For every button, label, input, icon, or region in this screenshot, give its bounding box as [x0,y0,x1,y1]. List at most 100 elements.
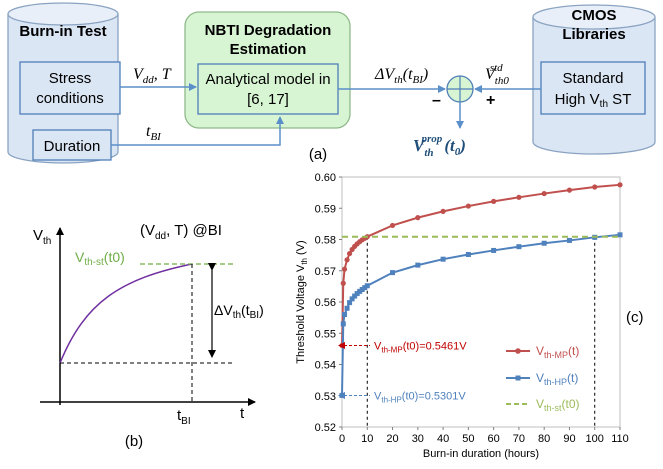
c-point-1 [344,305,350,311]
c-point-1 [357,288,363,294]
c-point-1 [491,247,497,253]
duration-to-model-arrow [111,116,284,146]
c-legend-marker [515,375,521,381]
c-y-tick-label: 0.53 [315,391,336,403]
standard-st-box [540,61,646,115]
c-point-1 [390,270,396,276]
c-point-1 [342,312,348,317]
c-x-tick-label: 0 [339,433,345,445]
c-point-1 [516,244,522,250]
caption-a: (a) [309,146,327,163]
c-point-0 [346,250,353,257]
c-x-tick-label: 60 [488,433,500,445]
c-point-1 [566,237,572,243]
c-x-tick-label: 100 [586,433,604,445]
st-line1: Standard [563,70,624,87]
c-x-tick-label: 80 [538,433,550,445]
model-line1: Analytical model in [205,71,330,88]
c-x-axis-label: Burn-in duration (hours) [423,448,539,460]
caption-c: (c) [626,309,644,326]
c-point-0 [389,222,396,229]
vdd-t-label: Vdd, T [133,66,172,86]
c-legend-marker [515,348,521,354]
c-point-0 [440,208,446,214]
c-point-1 [340,321,346,327]
c-legend-label: Vth-HP(t) [536,371,578,387]
stress-line2: conditions [36,90,104,107]
b-delta-label: ΔVth(tBI) [214,302,264,321]
c-point-1 [440,256,446,262]
b-vth-st-label: Vth-st(t0) [75,249,125,268]
c-point-0 [344,257,350,263]
c-point-1 [362,285,368,291]
nbti-title-line2: Estimation [230,41,307,58]
b-vth-curve [59,263,193,364]
cmos-title-line2: Libraries [562,26,625,43]
c-y-tick-label: 0.52 [315,422,336,434]
c-point-0 [592,184,598,190]
b-y-axis-label: Vth [33,227,51,247]
c-y-tick-label: 0.56 [315,297,336,309]
c-plot-area [341,176,621,428]
c-x-tick-label: 90 [563,433,575,445]
st-line2: High Vth ST [555,91,632,110]
c-x-tick-label: 50 [462,433,474,445]
nbti-title-line1: NBTI Degradation [205,22,332,39]
c-point-1 [349,296,355,302]
c-annotation-label: Vth-MP(t0)=0.5461V [374,340,467,354]
burnin-title: Burn-in Test [19,23,106,40]
c-x-tick-label: 30 [412,433,424,445]
plus-sign: + [486,92,495,109]
c-legend-label: Vth-MP(t) [536,344,579,360]
c-point-1 [359,287,365,292]
model-line2: [6, 17] [247,91,289,108]
c-x-tick-label: 40 [437,433,449,445]
c-x-tick-label: 20 [386,433,398,445]
c-y-tick-label: 0.58 [315,235,336,247]
c-y-tick-label: 0.55 [315,328,336,340]
c-point-0 [341,266,348,272]
c-point-1 [364,283,370,289]
tbi-label: tBI [146,123,162,143]
b-tbi-label: tBI [177,407,191,427]
analytical-model-box [197,63,339,115]
b-x-axis-label: t [240,405,245,422]
c-point-0 [415,215,421,221]
caption-b: (b) [125,433,143,450]
c-point-1 [347,300,353,306]
c-point-1 [354,291,360,297]
c-point-1 [352,293,358,299]
c-y-tick-label: 0.54 [315,360,336,372]
vth0-std-label: Vth0std [485,62,509,87]
c-point-0 [465,203,471,209]
c-point-0 [541,190,547,197]
c-y-tick-label: 0.59 [315,203,336,215]
c-point-0 [566,187,573,193]
chart-c: 0.52 0.53 0.54 0.55 0.56 0.57 0.58 0.59 0.60 0 10 2… [295,172,629,460]
stress-line1: Stress [49,70,92,87]
stress-conditions-box [19,61,121,115]
c-x-tick-label: 10 [361,433,373,445]
c-y-tick-label: 0.57 [315,266,336,278]
c-point-0 [340,280,346,286]
c-legend-label: Vth-st(t0) [536,397,580,413]
c-point-1 [617,232,623,238]
c-point-0 [516,194,522,200]
minus-sign: – [432,92,441,109]
c-point-1 [465,252,471,257]
c-point-1 [415,262,421,268]
vth-prop-label: Vthprop (t0) [413,133,466,159]
c-y-tick-label: 0.60 [315,172,336,184]
c-point-1 [541,240,547,246]
c-point-0 [491,198,497,204]
c-annotation-label: Vth-HP(t0)=0.5301V [374,390,466,404]
c-point-0 [617,182,623,188]
c-point-1 [339,392,345,398]
delta-vth-label: ΔVth(tBI) [374,66,428,86]
c-x-tick-label: 110 [611,433,629,445]
b-condition-label: (Vdd, T) @BI [140,222,222,242]
c-series-line-0 [341,183,621,346]
cmos-title-line1: CMOS [572,7,617,24]
duration-label: Duration [44,138,101,155]
